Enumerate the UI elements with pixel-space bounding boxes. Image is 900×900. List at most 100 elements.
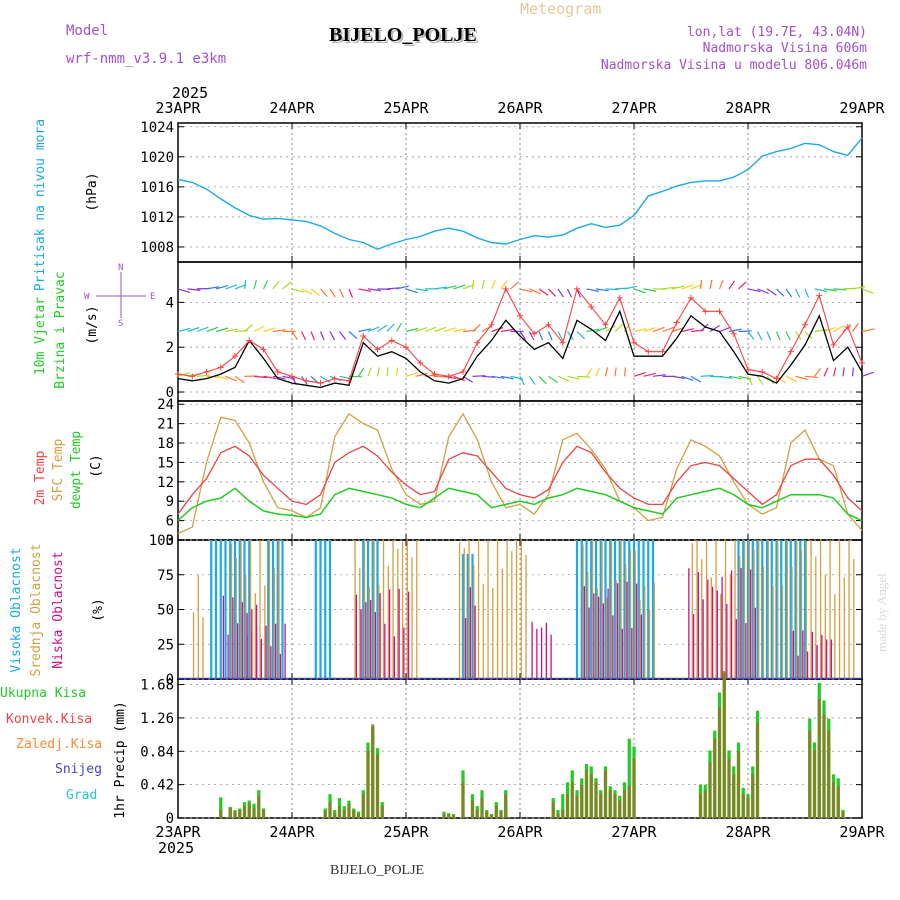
temp-label-sfc: SFC Temp [51,439,66,502]
precip-conv-bar [632,758,636,818]
wind-direction-arrow [861,288,874,294]
wind-gust-marker [460,368,466,375]
wind-direction-arrow [272,280,280,290]
wind-direction-arrow [282,281,292,290]
wind-direction-arrow [804,331,813,340]
precip-conv-bar [575,795,579,818]
precip-conv-bar [252,808,256,818]
precip-unit: 1hr Precip (mm) [113,701,128,818]
x-tick-label-bottom: 27APR [611,823,657,841]
precip-conv-bar [594,782,598,818]
wind-gust-marker [844,324,851,331]
wind-gust-marker [773,375,780,382]
wind-direction-arrow [776,288,785,297]
wind-direction-arrow [795,331,802,340]
precip-conv-bar [584,770,589,818]
wind-direction-arrow [338,288,345,298]
wind-gust-marker [645,348,652,355]
wind-gust-marker [559,339,566,346]
y-tick-label: 50 [157,603,174,619]
wind-direction-arrow [633,288,646,294]
wind-gust-marker [360,332,367,339]
wind-direction-arrow [643,372,656,377]
wind-direction-arrow [681,375,694,381]
y-tick-label: 1.26 [140,711,174,727]
wind-direction-arrow [358,288,372,292]
cloud-unit: (%) [91,598,106,621]
wind-direction-arrow [206,326,219,333]
wind-direction-arrow [196,326,209,333]
x-tick-label-top: 24APR [269,99,315,117]
wind-direction-arrow [519,331,527,340]
y-tick-label: 0 [166,672,174,688]
wind-gust-marker [702,308,709,315]
precip-conv-bar [727,758,731,818]
wind-direction-arrow [814,368,822,377]
precip-conv-bar [599,794,603,818]
y-tick-label: 100 [149,533,174,549]
lonlat-text: lon,lat (19.7E, 43.04N) [687,25,867,40]
wind-direction-arrow [643,327,656,333]
wind-direction-arrow [377,324,388,333]
wind-direction-arrow [586,288,600,292]
wind-direction-arrow [709,324,721,333]
precip-conv-bar [380,806,384,818]
wind-direction-arrow [291,331,298,341]
compass-e: E [150,292,155,302]
wind-direction-arrow [595,367,601,377]
precip-conv-bar [841,811,845,818]
precip-conv-bar [613,794,617,818]
wind-direction-arrow [633,371,646,377]
wind-direction-arrow [718,279,724,290]
wind-gust-marker [830,341,837,348]
compass-rose: W E N S [84,263,155,329]
precip-conv-bar [698,794,703,818]
y-tick-label: 1.68 [140,678,174,694]
wind-direction-arrow [766,331,772,341]
wind-direction-arrow [510,281,520,290]
wind-direction-arrow [434,286,448,290]
wind-direction-arrow [595,326,608,333]
precip-conv-bar [371,724,375,818]
year-bottom: 2025 [158,839,194,857]
wind-direction-arrow [547,331,553,341]
precip-conv-bar [242,806,247,818]
y-tick-label: 24 [157,397,174,413]
wind-direction-arrow [253,325,265,333]
wind-direction-arrow [443,327,457,333]
wind-gust-marker [859,359,865,366]
x-tick-label-top: 28APR [725,99,771,117]
wind-direction-arrow [348,288,354,298]
precip-conv-bar [570,782,574,818]
precip-conv-bar [228,808,232,818]
y-tick-label: 18 [157,436,174,452]
wind-direction-arrow [472,375,486,377]
wind-direction-arrow [738,281,747,290]
x-tick-label-bottom: 28APR [725,823,771,841]
wind-direction-arrow [662,286,676,290]
precip-conv-bar [836,786,840,818]
wind-gust-marker [688,294,694,301]
temp-label-dew: dewpt Temp [69,431,84,509]
precip-total-bar [627,738,631,818]
x-tick-label-top: 25APR [383,99,429,117]
wind-direction-arrow [500,328,514,333]
wind-direction-arrow [861,371,874,377]
precip-conv-bar [451,814,456,818]
wind-direction-arrow [795,375,808,381]
wind-gust-marker [403,344,409,351]
y-tick-label: 75 [157,568,174,584]
wind-direction-arrow [253,375,267,379]
precip-conv-bar [238,810,242,818]
wind-direction-arrow [434,326,447,333]
x-tick-label-bottom: 26APR [497,823,543,841]
wind-direction-arrow [785,288,793,298]
wind-direction-arrow [519,288,533,293]
wind-direction-arrow [225,284,238,290]
wind-gust-marker [431,371,438,378]
footer-station: BIJELO_POLJE [330,863,424,878]
wind-gust-marker [232,353,238,360]
wind-direction-arrow [225,328,239,333]
y-tick-label: 1016 [140,180,174,196]
